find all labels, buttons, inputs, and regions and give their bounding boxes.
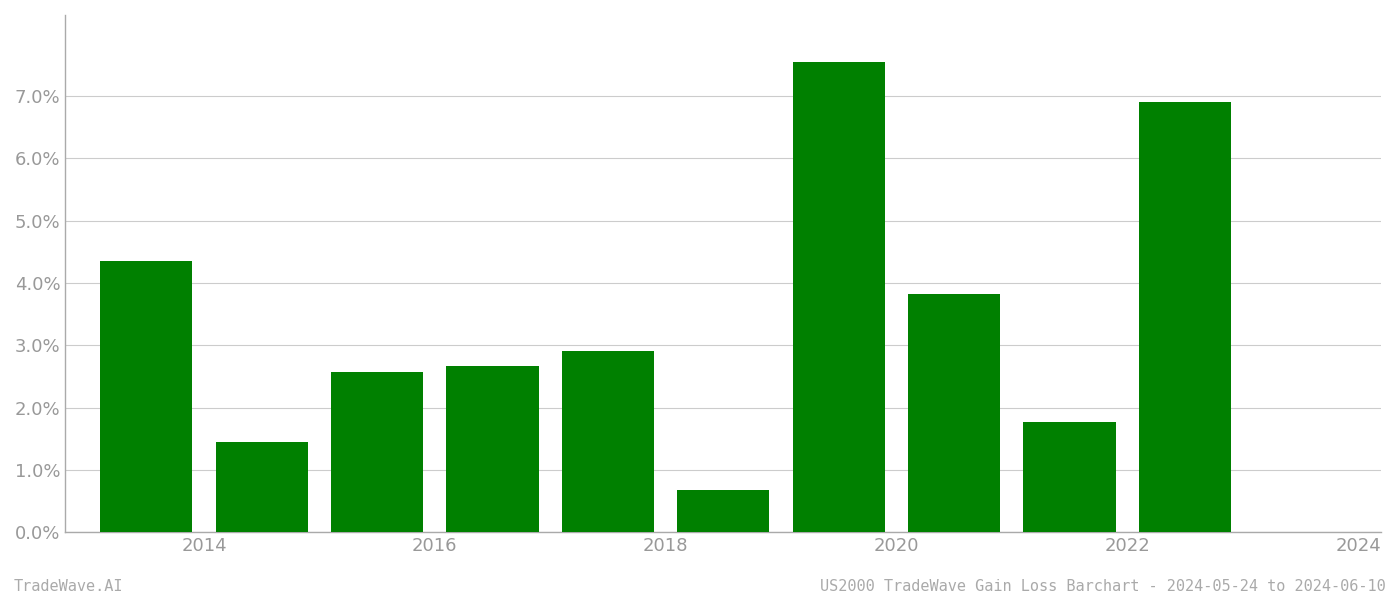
Bar [447,366,539,532]
Bar [561,352,654,532]
Bar [792,62,885,532]
Bar [101,261,192,532]
Bar [330,372,423,532]
Bar [1023,422,1116,532]
Bar [678,490,770,532]
Text: US2000 TradeWave Gain Loss Barchart - 2024-05-24 to 2024-06-10: US2000 TradeWave Gain Loss Barchart - 20… [820,579,1386,594]
Bar [909,294,1001,532]
Bar [216,442,308,532]
Bar [1138,102,1231,532]
Text: TradeWave.AI: TradeWave.AI [14,579,123,594]
